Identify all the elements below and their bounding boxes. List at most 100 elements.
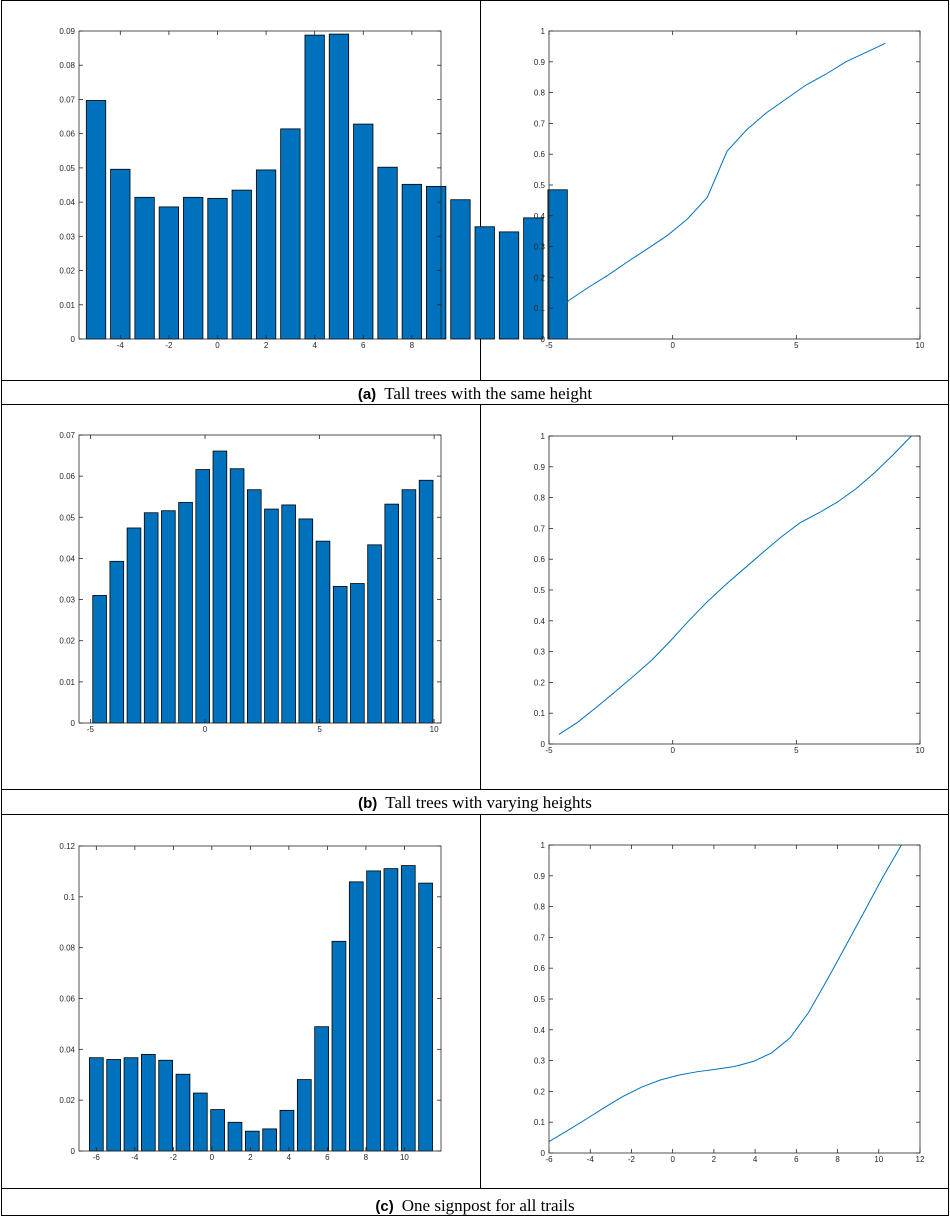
y-tick-label: 0.9	[534, 463, 546, 472]
series-line	[548, 844, 902, 1143]
bar	[384, 503, 400, 724]
x-tick-label: -2	[165, 341, 173, 350]
bar	[328, 33, 350, 340]
y-tick-label: 0	[541, 740, 546, 749]
y-tick-label: 0.07	[59, 431, 75, 440]
x-tick-label: 6	[361, 341, 366, 350]
caption-a-tag: (a)	[358, 386, 376, 403]
bar	[315, 540, 331, 724]
caption-c: (c) One signpost for all trails	[375, 1196, 574, 1215]
histogram-chart-2: -5 0 5 10 0 0.01 0.02 0.03 0.04 0.05 0.06 0.07	[59, 431, 442, 734]
bar	[474, 226, 495, 340]
bar	[279, 1109, 295, 1152]
y-tick-label: 0.12	[59, 842, 75, 851]
bar	[89, 1057, 104, 1152]
caption-b-tag: (b)	[358, 795, 377, 812]
y-tick-label: 0.2	[534, 678, 546, 687]
bar	[332, 586, 348, 724]
bar	[92, 595, 107, 724]
y-tick-label: 0.06	[59, 472, 75, 481]
bar	[264, 508, 279, 724]
y-tick-label: 0.1	[534, 1118, 546, 1127]
bar	[110, 168, 131, 340]
y-tick-label: 0.4	[534, 1026, 546, 1035]
cdf-chart-3: -6 -4 -2 0 2 4 6 8 10 12 0 0.1 0.2 0.3 0.4 0.5 0.6 0.7 0.8…	[534, 841, 925, 1164]
bar	[401, 489, 417, 724]
bar	[348, 881, 364, 1152]
y-tick-label: 0.04	[59, 554, 75, 563]
y-tick-label: 0.3	[534, 1057, 546, 1066]
y-tick-label: 0.2	[534, 273, 546, 282]
y-tick-label: 0.5	[534, 995, 546, 1004]
x-tick-label: 12	[916, 1155, 925, 1164]
bar	[175, 1073, 191, 1152]
x-tick-label: -6	[545, 1155, 553, 1164]
y-tick-label: 0.6	[534, 150, 546, 159]
bar	[314, 1026, 329, 1152]
x-tick-label: 0	[210, 1153, 215, 1162]
x-tick-label: 0	[670, 746, 675, 755]
y-tick-label: 0.02	[59, 1096, 75, 1105]
bar	[367, 544, 382, 724]
caption-a-text: Tall trees with the same height	[384, 384, 592, 403]
y-tick-label: 0.9	[534, 58, 546, 67]
x-tick-label: 8	[410, 341, 415, 350]
axes-frame	[78, 434, 442, 724]
bar	[109, 560, 125, 724]
bar	[418, 479, 434, 724]
x-tick-label: 10	[916, 746, 925, 755]
histogram-chart-3: -6 -4 -2 0 2 4 6 8 10 0 0.02 0.04 0.06 0.08 0.1 0.12	[59, 842, 442, 1162]
y-tick-label: 0.01	[59, 301, 75, 310]
bar	[192, 1092, 208, 1152]
bar	[450, 199, 471, 340]
caption-a: (a) Tall trees with the same height	[358, 384, 593, 403]
x-tick-label: 10	[400, 1153, 409, 1162]
caption-b-text: Tall trees with varying heights	[385, 793, 592, 812]
y-tick-label: 0.7	[534, 524, 546, 533]
y-tick-label: 0.02	[59, 267, 75, 276]
bar	[134, 196, 155, 340]
bar	[296, 1079, 312, 1152]
y-tick-label: 0.06	[59, 130, 75, 139]
y-tick-label: 0.1	[534, 304, 546, 313]
y-tick-label: 0	[71, 719, 76, 728]
bar	[353, 123, 374, 340]
y-tick-label: 0.9	[534, 872, 546, 881]
bar	[161, 510, 176, 724]
y-tick-label: 0.5	[534, 181, 546, 190]
x-tick-label: -4	[587, 1155, 595, 1164]
y-tick-label: 0.8	[534, 89, 546, 98]
bar	[331, 940, 347, 1152]
bar	[255, 169, 277, 340]
x-tick-label: 2	[712, 1155, 717, 1164]
bar	[262, 1128, 277, 1152]
x-tick-label: 2	[248, 1153, 253, 1162]
x-tick-label: 10	[430, 725, 439, 734]
y-tick-label: 0.4	[534, 212, 546, 221]
y-tick-label: 0	[541, 335, 546, 344]
y-tick-label: 0.1	[534, 709, 546, 718]
x-tick-label: -5	[545, 341, 553, 350]
histogram-chart-1: -4 -2 0 2 4 6 8 0 0.01 0.02 0.03 0.04 0.05 0.06 0.07 0.…	[59, 27, 568, 350]
bar	[280, 128, 301, 340]
axes-frame	[548, 844, 921, 1154]
bar	[281, 504, 296, 724]
y-tick-label: 0.6	[534, 555, 546, 564]
y-tick-label: 0.03	[59, 596, 75, 605]
y-tick-label: 0.08	[59, 61, 75, 70]
x-tick-label: 10	[874, 1155, 883, 1164]
bar	[350, 583, 365, 724]
bar	[126, 527, 142, 724]
axes-frame	[548, 435, 921, 745]
charts-layer: -4 -2 0 2 4 6 8 0 0.01 0.02 0.03 0.04 0.05 0.06 0.07 0.…	[59, 27, 925, 1164]
bar	[178, 502, 193, 724]
axes-frame	[548, 30, 921, 340]
bar	[523, 217, 544, 340]
y-tick-label: 0.01	[59, 678, 75, 687]
bar	[85, 100, 107, 340]
x-tick-label: -4	[131, 1153, 139, 1162]
x-tick-label: 8	[835, 1155, 840, 1164]
